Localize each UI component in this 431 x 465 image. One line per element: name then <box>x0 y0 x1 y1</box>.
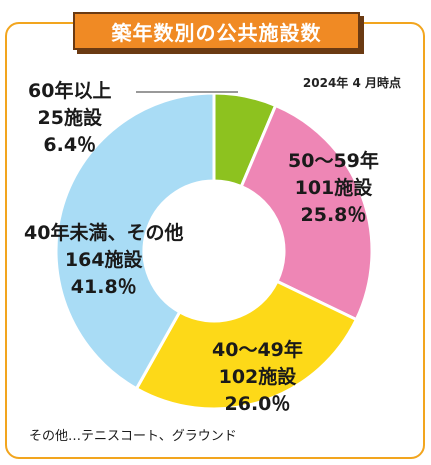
chart-title: 築年数別の公共施設数 <box>111 20 322 45</box>
label-under40-count: 164施設 <box>64 249 143 271</box>
label-40-49-category: 40～49年 <box>212 339 303 361</box>
label-60plus-percent: 6.4％ <box>43 134 97 156</box>
label-50-59: 50～59年 101施設 25.8％ <box>288 148 379 229</box>
label-40-49-percent: 26.0％ <box>224 393 291 415</box>
label-under40-percent: 41.8％ <box>70 276 137 298</box>
label-60plus-count: 25施設 <box>37 107 102 129</box>
label-60plus-category: 60年以上 <box>28 80 112 102</box>
chart-title-box: 築年数別の公共施設数 <box>73 12 360 50</box>
label-under40-category: 40年未満、その他 <box>24 222 184 244</box>
slice-40-49 <box>134 279 359 411</box>
label-40-49: 40～49年 102施設 26.0％ <box>212 337 303 418</box>
slice-under40 <box>54 91 216 391</box>
label-50-59-count: 101施設 <box>294 177 373 199</box>
label-60plus: 60年以上 25施設 6.4％ <box>28 78 111 159</box>
slice-50-59 <box>239 103 374 322</box>
footnote: その他…テニスコート、グラウンド <box>29 429 237 444</box>
label-under40: 40年未満、その他 164施設 41.8％ <box>24 220 183 301</box>
label-50-59-category: 50～59年 <box>288 150 379 172</box>
label-50-59-percent: 25.8％ <box>300 204 367 226</box>
label-40-49-count: 102施設 <box>218 366 297 388</box>
date-note: 2024年 4 月時点 <box>302 76 401 90</box>
